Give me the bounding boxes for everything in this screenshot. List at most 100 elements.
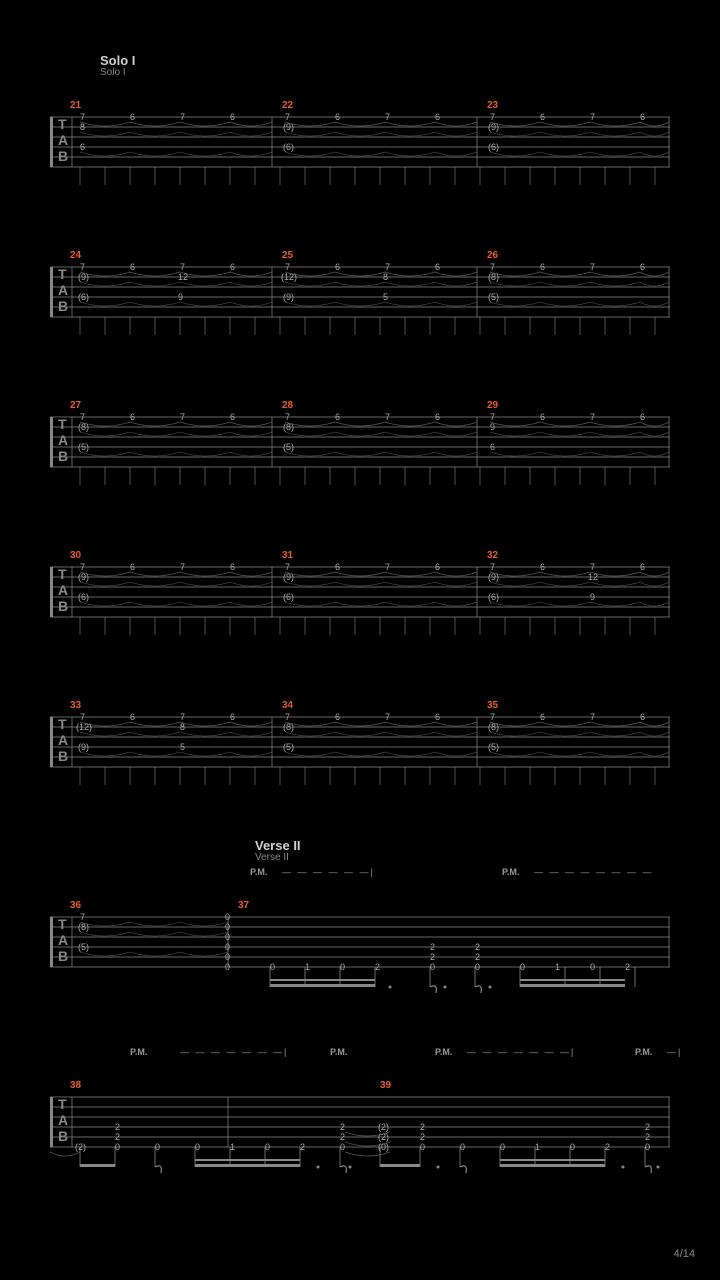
fret-number: 6 [230,412,235,422]
fret-number: 0 [265,1142,270,1152]
fret-number: 6 [435,412,440,422]
fret-number: 2 [115,1122,120,1132]
svg-text:A: A [58,1112,68,1128]
fret-number: 6 [130,262,135,272]
fret-number: 7 [385,712,390,722]
fret-number: 6 [540,712,545,722]
fret-number: 2 [420,1122,425,1132]
fret-number: 6 [640,262,645,272]
fret-number: 7 [590,412,595,422]
fret-number: 0 [225,932,230,942]
pm-dashes: — — — — — —| [282,867,375,877]
fret-number: (9) [488,572,499,582]
svg-text:B: B [58,748,68,764]
fret-number: (5) [283,442,294,452]
measure-number: 34 [282,700,293,711]
measure-number: 36 [70,900,81,911]
fret-number: 6 [435,262,440,272]
fret-number: 7 [180,112,185,122]
tab-system: TAB36377(8)(5)00000001022202200102P.M.— … [50,905,670,995]
measure-number: 35 [487,700,498,711]
fret-number: 7 [180,412,185,422]
measure-number: 31 [282,550,293,561]
fret-number: (6) [488,142,499,152]
svg-text:T: T [58,416,67,432]
fret-number: 6 [130,112,135,122]
fret-number: 2 [340,1122,345,1132]
measure-number: 21 [70,100,81,111]
fret-number: 7 [180,712,185,722]
fret-number: 1 [535,1142,540,1152]
measure-number: 39 [380,1080,391,1091]
page-number: 4/14 [674,1248,695,1260]
fret-number: 7 [385,112,390,122]
fret-number: 7 [490,712,495,722]
pm-dashes: — — — — — — —| [467,1047,575,1057]
fret-number: 1 [230,1142,235,1152]
fret-number: 2 [430,942,435,952]
svg-text:A: A [58,932,68,948]
fret-number: 0 [430,962,435,972]
fret-number: 6 [540,412,545,422]
tab-system: TAB3839(2)22000102220(2)(2)(0)2200010222… [50,1085,670,1175]
measure-number: 23 [487,100,498,111]
fret-number: (6) [488,592,499,602]
pm-label: P.M. [250,867,267,877]
tab-system: TAB2122237676867676(9)(6)7676(9)(6) [50,105,670,195]
fret-number: 2 [115,1132,120,1142]
svg-text:A: A [58,582,68,598]
svg-text:A: A [58,132,68,148]
fret-number: 6 [335,712,340,722]
fret-number: 12 [588,572,598,582]
measure-number: 27 [70,400,81,411]
fret-number: (6) [78,592,89,602]
fret-number: 12 [178,272,188,282]
fret-number: 7 [590,112,595,122]
fret-number: 8 [80,122,85,132]
fret-number: 7 [285,412,290,422]
fret-number: 7 [80,262,85,272]
measure-number: 29 [487,400,498,411]
fret-number: 6 [230,562,235,572]
fret-number: 6 [540,562,545,572]
fret-number: (9) [283,122,294,132]
pm-label: P.M. [130,1047,147,1057]
fret-number: 0 [645,1142,650,1152]
fret-number: 6 [640,562,645,572]
fret-number: (8) [283,722,294,732]
fret-number: (8) [78,422,89,432]
pm-label: P.M. [330,1047,347,1057]
fret-number: (5) [78,442,89,452]
fret-number: 5 [180,742,185,752]
svg-text:T: T [58,916,67,932]
fret-number: 7 [385,562,390,572]
fret-number: 6 [230,712,235,722]
fret-number: 8 [383,272,388,282]
fret-number: 6 [640,412,645,422]
fret-number: 0 [225,942,230,952]
fret-number: 6 [335,262,340,272]
svg-text:B: B [58,598,68,614]
fret-number: 6 [335,412,340,422]
measure-number: 32 [487,550,498,561]
fret-number: 7 [285,562,290,572]
pm-dashes: —| [667,1047,682,1057]
fret-number: 0 [225,952,230,962]
fret-number: (2) [378,1132,389,1142]
fret-number: 7 [80,412,85,422]
fret-number: 0 [500,1142,505,1152]
svg-text:B: B [58,148,68,164]
solo-subtitle: Solo I [100,67,126,78]
svg-text:B: B [58,1128,68,1144]
fret-number: 6 [230,112,235,122]
fret-number: 2 [645,1122,650,1132]
fret-number: 2 [340,1132,345,1142]
fret-number: (6) [283,142,294,152]
verse-title: Verse II [255,838,301,853]
pm-label: P.M. [502,867,519,877]
fret-number: 8 [180,722,185,732]
svg-text:A: A [58,432,68,448]
svg-text:T: T [58,266,67,282]
fret-number: (12) [76,722,92,732]
fret-number: 0 [340,962,345,972]
